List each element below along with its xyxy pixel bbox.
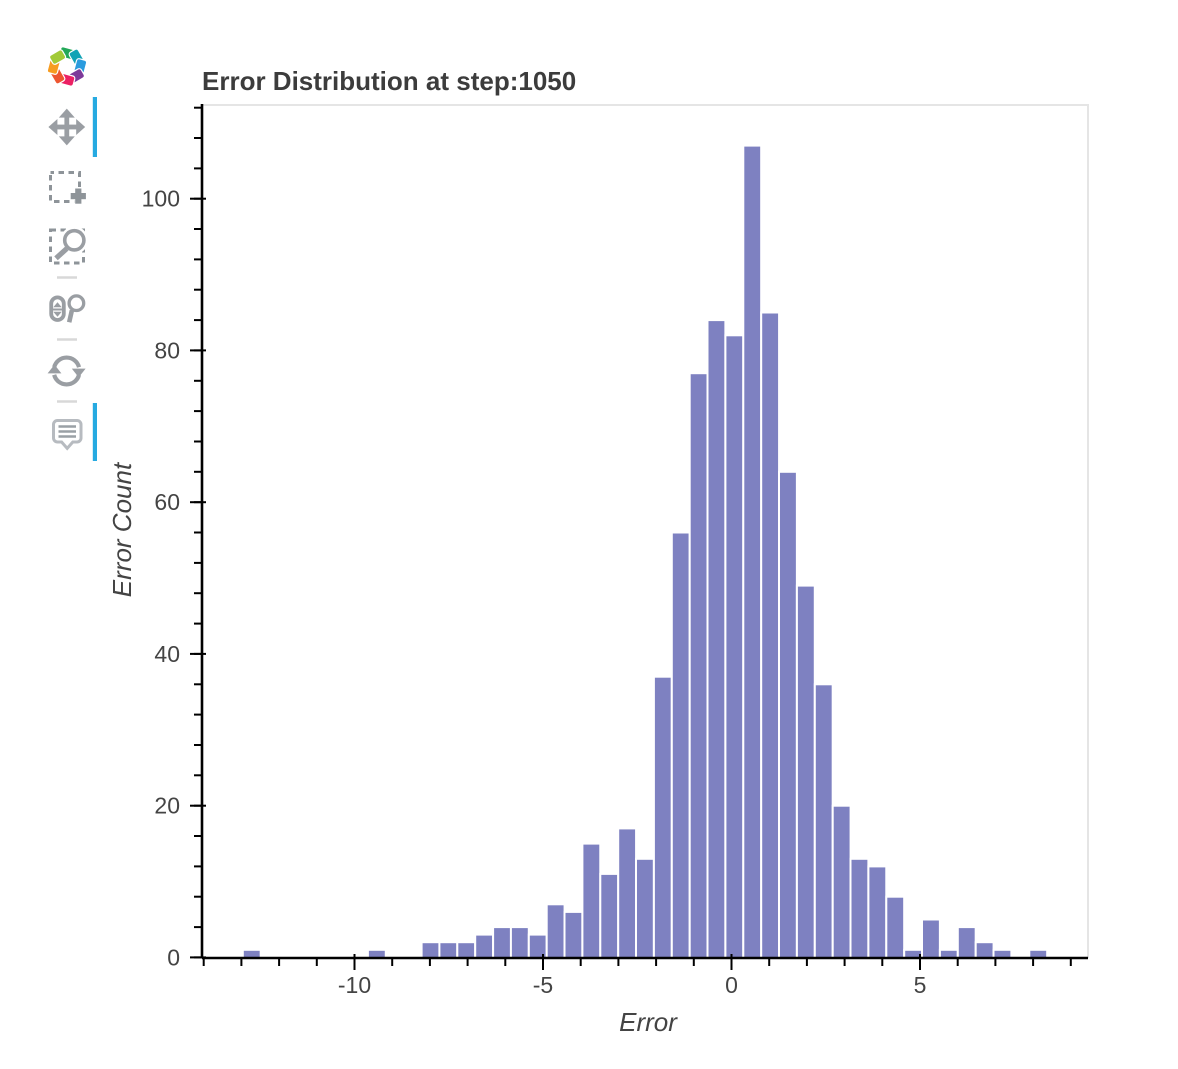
svg-text:-10: -10	[338, 972, 371, 998]
svg-text:60: 60	[154, 489, 180, 515]
svg-text:-5: -5	[533, 972, 553, 998]
svg-text:40: 40	[154, 641, 180, 667]
svg-text:100: 100	[142, 186, 180, 212]
svg-text:Error Count: Error Count	[107, 461, 137, 597]
svg-text:Error: Error	[619, 1007, 678, 1037]
svg-text:0: 0	[725, 972, 738, 998]
svg-text:Error Distribution at step:105: Error Distribution at step:1050	[202, 66, 576, 96]
svg-text:5: 5	[914, 972, 927, 998]
svg-text:20: 20	[154, 793, 180, 819]
svg-text:80: 80	[154, 337, 180, 363]
svg-text:0: 0	[167, 944, 180, 970]
